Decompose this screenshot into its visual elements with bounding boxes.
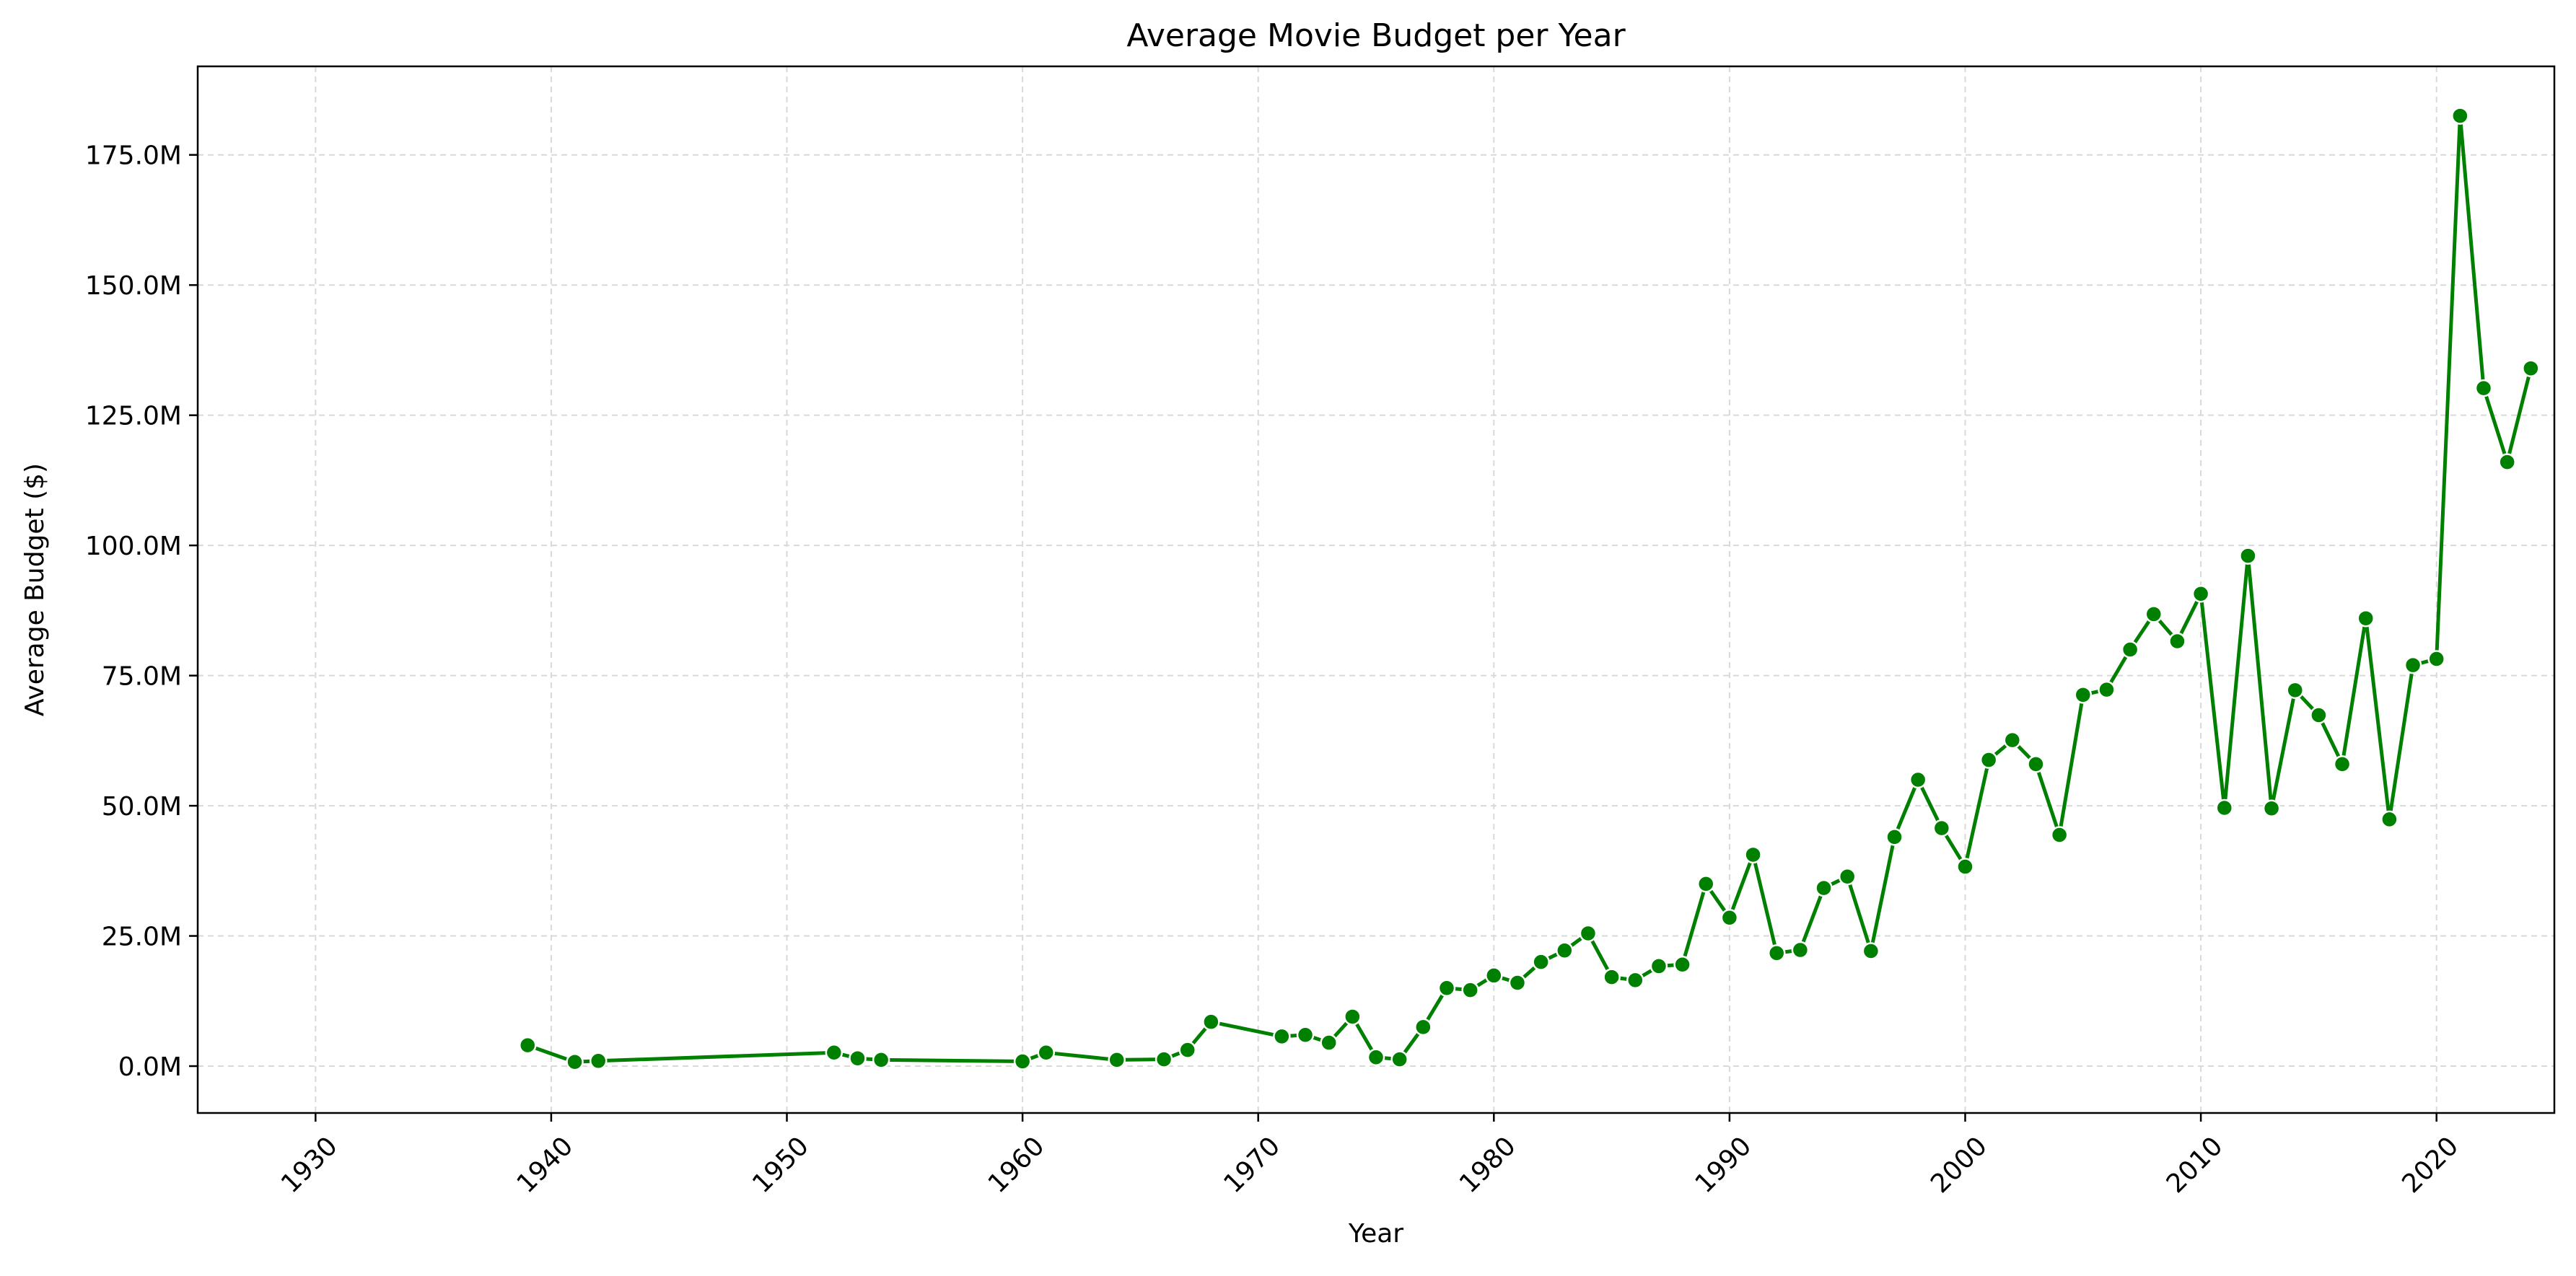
data-point [2474,379,2493,397]
y-tick-label: 75.0M [102,662,182,692]
data-point [1508,974,1527,992]
data-point [1556,941,1574,960]
y-tick-label: 150.0M [85,271,182,301]
data-point [1296,1026,1315,1044]
data-point [2451,107,2469,125]
data-point [1037,1044,1056,1062]
data-point [2239,547,2257,565]
data-point [1414,1018,1432,1037]
plot-frame [196,65,2556,1114]
x-tick-label: 1930 [276,1131,343,1199]
y-tick-label: 25.0M [102,923,182,952]
data-point [1767,944,1786,962]
data-point [1885,828,1903,846]
data-point [2027,755,2045,773]
data-point [1155,1050,1173,1068]
data-point [1744,845,1762,864]
data-point [2357,609,2375,628]
data-point [1485,967,1503,985]
x-tick-label: 1950 [747,1131,815,1199]
data-point [1673,956,1691,974]
data-point [1013,1052,1032,1070]
x-tick-label: 1960 [983,1131,1051,1199]
x-axis-label: Year [1348,1219,1403,1249]
data-point [825,1044,844,1062]
data-point [2050,826,2069,844]
data-point [1273,1027,1291,1046]
data-point [1367,1048,1385,1067]
data-point [2333,755,2352,773]
x-tick-label: 2010 [2161,1131,2229,1199]
x-tick-label: 2020 [2396,1131,2464,1199]
data-point [2168,632,2186,651]
data-point [872,1051,890,1069]
data-point [2098,680,2116,699]
x-tick-label: 2000 [1925,1131,1993,1199]
data-point [2003,731,2022,749]
data-point [1202,1013,1220,1031]
data-point [1579,924,1598,943]
data-point [1720,909,1739,927]
data-point [1437,979,1456,997]
grid-lines [198,66,2554,1113]
series-line [527,114,2533,1064]
data-point [1791,941,1810,959]
data-point [518,1036,537,1055]
data-point [2286,681,2304,700]
data-point [1815,879,1833,897]
chart-title: Average Movie Budget per Year [1126,17,1626,54]
x-tick-label: 1980 [1454,1131,1522,1199]
data-point [2380,810,2398,829]
data-point [1838,868,1857,886]
data-point [2404,656,2422,674]
data-point [566,1053,584,1071]
data-point [1461,981,1479,999]
data-point [2145,605,2163,623]
x-tick-label: 1990 [1690,1131,1758,1199]
data-point [1909,770,1927,789]
data-point [2074,686,2093,704]
data-point [1626,971,1644,990]
x-axis: 1930 1940 1950 1960 1970 1980 1990 2000 2010 2020 [276,1113,2464,1199]
y-tick-label: 175.0M [85,141,182,171]
data-point [849,1049,867,1068]
data-point [2191,585,2210,603]
data-point [1932,819,1951,837]
y-tick-label: 125.0M [85,402,182,431]
data-point [1320,1034,1338,1052]
x-tick-label: 1970 [1218,1131,1286,1199]
y-tick-label: 50.0M [102,792,182,822]
data-point [1862,942,1880,960]
data-point [1108,1051,1126,1069]
data-point [1956,858,1974,876]
data-point [1979,751,1998,769]
data-point [2121,641,2139,659]
x-tick-label: 1940 [512,1131,579,1199]
data-point [1344,1008,1362,1026]
data-point [1603,968,1621,986]
data-point [1532,953,1550,971]
data-point [2310,706,2328,724]
data-point [2215,798,2234,817]
data-point [1178,1041,1196,1059]
data-point [2522,359,2540,377]
data-point [2262,799,2281,817]
data-point [1650,957,1668,975]
y-axis: 0.0M 25.0M 50.0M 75.0M 100.0M 125.0M 150.0M 175… [85,141,198,1082]
y-tick-label: 100.0M [85,532,182,561]
data-point [589,1052,608,1070]
y-axis-label: Average Budget ($) [20,463,50,716]
data-point [1696,875,1715,893]
data-point [2427,650,2445,668]
data-point [1390,1050,1409,1068]
y-tick-label: 0.0M [118,1052,182,1082]
series-layer [518,107,2540,1071]
data-point [2498,453,2516,471]
